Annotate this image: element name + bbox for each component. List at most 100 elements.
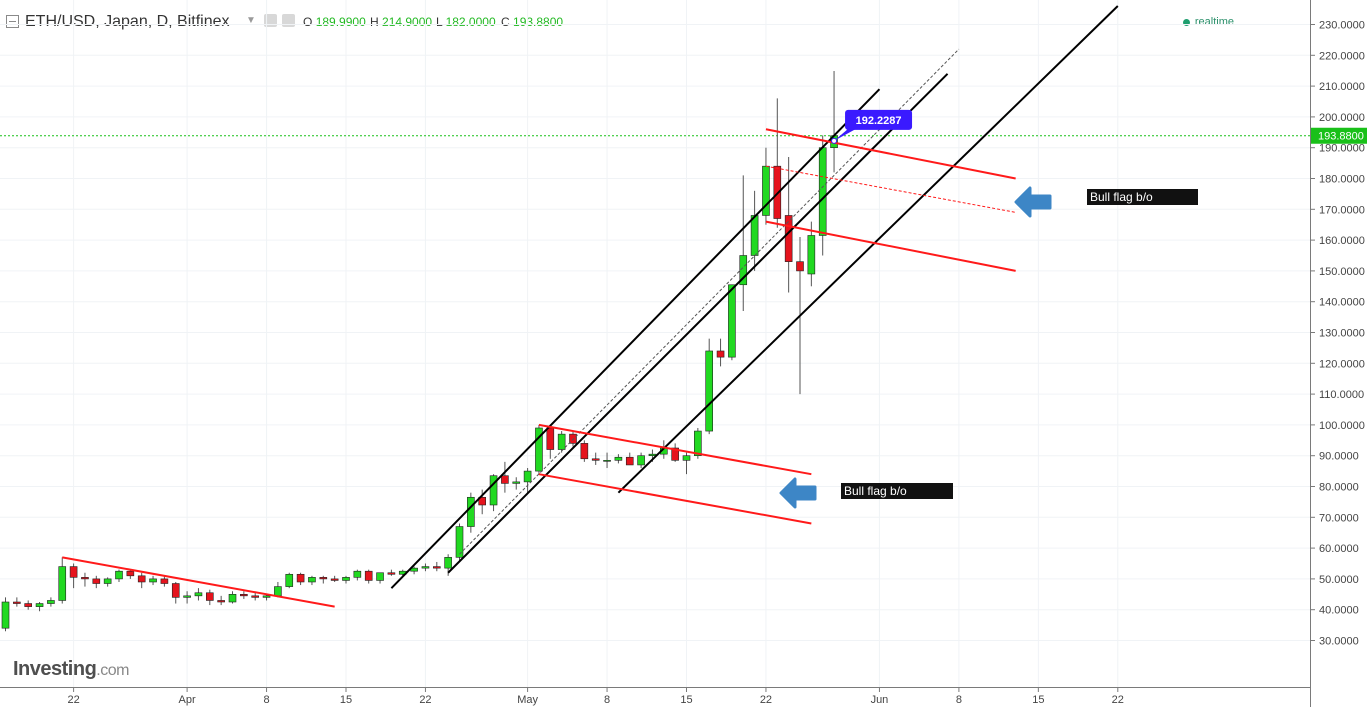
x-tick-label: 8	[956, 694, 962, 706]
candle-body	[716, 350, 725, 358]
chevron-down-icon[interactable]: ▼	[246, 15, 256, 26]
callout-anchor	[831, 137, 838, 144]
candle-body	[24, 603, 33, 607]
candle-body	[535, 427, 543, 472]
y-tick-label: 180.0000	[1319, 174, 1365, 186]
investing-logo: Investing.com	[13, 658, 129, 680]
y-tick-label: 170.0000	[1319, 204, 1365, 216]
candle-body	[467, 496, 475, 527]
candle-body	[376, 572, 384, 581]
y-tick-label: 190.0000	[1319, 143, 1365, 155]
candle-body	[523, 470, 532, 483]
candle-body	[637, 455, 645, 466]
bull-flag-label-lower-bg	[841, 483, 953, 499]
candle-body	[103, 578, 112, 584]
bull-flag-label-lower: Bull flag b/o	[844, 484, 907, 498]
candle-body	[501, 475, 509, 484]
y-tick-label: 40.0000	[1319, 605, 1359, 617]
y-tick-label: 120.0000	[1319, 358, 1365, 370]
candle-body	[671, 447, 679, 461]
callout-price-label: 192.2287	[856, 115, 902, 127]
candle-body	[296, 573, 305, 583]
y-tick-label: 210.0000	[1319, 81, 1365, 93]
settings-icon[interactable]	[264, 14, 277, 27]
candle-body	[387, 572, 396, 575]
trendline-flag	[538, 423, 812, 476]
symbol-title[interactable]: ETH/USD, Japan, D, Bitfinex	[25, 13, 230, 30]
candle-body	[580, 443, 589, 460]
arrow-left-icon	[1014, 186, 1052, 218]
candle-body	[149, 578, 157, 583]
ohlc-open: O 189.9900	[303, 15, 366, 29]
candle-body	[728, 284, 736, 358]
y-tick-label: 230.0000	[1319, 20, 1365, 32]
trendline-flag	[62, 556, 335, 608]
y-tick-label: 100.0000	[1319, 420, 1365, 432]
candle-body	[444, 557, 452, 569]
x-tick-label: 8	[604, 694, 610, 706]
bull-flag-label-upper: Bull flag b/o	[1090, 190, 1153, 204]
candle-body	[217, 600, 225, 603]
x-tick-label: Jun	[871, 694, 889, 706]
x-tick-label: Apr	[179, 694, 196, 706]
candle-body	[705, 350, 714, 432]
status-dot-icon	[1182, 18, 1190, 26]
x-tick-label: 15	[340, 694, 352, 706]
x-tick-label: 15	[1032, 694, 1044, 706]
candle-body	[603, 460, 611, 462]
y-tick-label: 200.0000	[1319, 112, 1365, 124]
candle-body	[194, 592, 203, 597]
close-icon[interactable]	[282, 14, 295, 27]
candle-body	[455, 526, 464, 558]
y-tick-label: 50.0000	[1319, 574, 1359, 586]
y-tick-label: 80.0000	[1319, 482, 1359, 494]
callout-pointer	[834, 128, 857, 141]
candle-body	[274, 586, 282, 597]
candle-body	[614, 456, 623, 461]
x-tick-label: 22	[1112, 694, 1124, 706]
bull-flag-label-upper-bg	[1087, 189, 1198, 205]
candle-body	[285, 573, 294, 587]
candle-body	[591, 458, 600, 461]
y-tick-label: 160.0000	[1319, 235, 1365, 247]
candle-body	[625, 456, 634, 466]
candle-body	[512, 481, 521, 484]
y-tick-label: 140.0000	[1319, 297, 1365, 309]
candle-body	[137, 575, 146, 583]
candle-body	[546, 427, 555, 450]
candle-body	[421, 566, 430, 569]
candle-body	[183, 595, 191, 598]
trendline-flag	[765, 128, 1016, 180]
candle-body	[489, 475, 498, 506]
candle-body	[126, 570, 135, 577]
candle-body	[228, 593, 237, 603]
candle-body	[69, 566, 78, 578]
trendline-channel	[390, 88, 881, 589]
candle-body	[694, 430, 702, 456]
callout-bg	[845, 109, 913, 130]
x-tick-label: 8	[263, 694, 269, 706]
candle-body	[1, 601, 10, 629]
candle-body	[818, 147, 827, 236]
trendline-flag	[765, 220, 1016, 272]
candle-body	[648, 453, 657, 457]
x-tick-label: 15	[680, 694, 692, 706]
trendline-flag-mid	[765, 165, 1016, 213]
trendline-midline	[459, 48, 960, 555]
candle-body	[262, 595, 271, 598]
candle-body	[557, 433, 566, 450]
candle-body	[47, 600, 55, 604]
candle-body	[364, 570, 373, 581]
candle-body	[353, 570, 362, 578]
candle-body	[171, 583, 180, 598]
x-tick-label: 22	[760, 694, 772, 706]
trendline-channel	[617, 5, 1119, 494]
y-tick-label: 70.0000	[1319, 512, 1359, 524]
y-tick-label: 220.0000	[1319, 50, 1365, 62]
ohlc-low: L 182.0000	[436, 15, 496, 29]
y-tick-label: 130.0000	[1319, 328, 1365, 340]
candle-body	[308, 577, 316, 583]
candle-body	[330, 578, 339, 581]
